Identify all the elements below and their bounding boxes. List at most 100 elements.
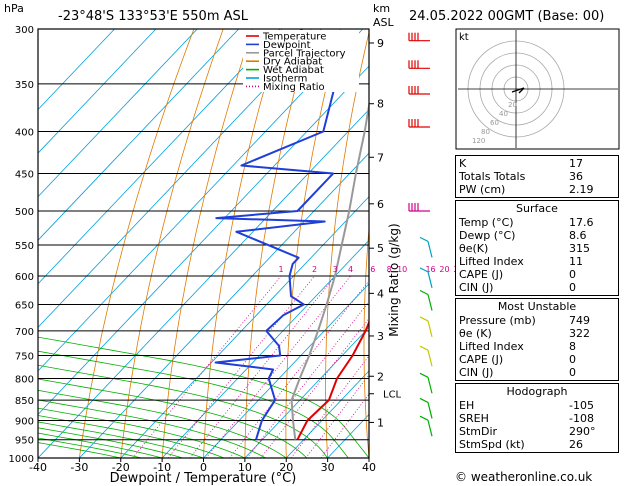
isotherm-line	[120, 196, 369, 458]
dry-adiabat-line	[161, 29, 253, 458]
hodograph-ring-label: 80	[481, 128, 490, 136]
x-tick-label: 20	[279, 461, 293, 474]
wet-adiabat-line	[38, 364, 328, 458]
most-unstable-row: Lifted Index 8	[459, 340, 615, 353]
wind-barb-flag	[419, 345, 429, 351]
surface-row: CIN (J) 0	[459, 281, 615, 294]
most-unstable-value: 0	[569, 366, 576, 379]
hodograph-unit: kt	[459, 32, 469, 43]
isotherm-line	[161, 239, 369, 458]
pressure-tick-label: 600	[15, 272, 34, 283]
hodograph-stat-label: StmDir	[459, 425, 498, 438]
wind-barb-flag	[419, 289, 429, 296]
pressure-tick-label: 900	[15, 416, 34, 427]
hodograph-ring-label: 120	[472, 137, 485, 145]
x-tick-label: 0	[200, 461, 207, 474]
asl-label: ASL	[373, 16, 395, 29]
mixing-ratio-label: 6	[370, 265, 375, 274]
legend-label: Isotherm	[263, 74, 307, 85]
legend-label: Dewpoint	[263, 40, 311, 51]
legend-label: Wet Adiabat	[263, 65, 324, 76]
index-row: PW (cm) 2.19	[459, 183, 615, 196]
mixing-ratio-label: 1	[278, 265, 283, 274]
wet-adiabat-line	[38, 350, 349, 458]
pressure-tick-label: 700	[15, 327, 34, 338]
km-tick-label: 1	[377, 416, 384, 429]
mixing-ratio-label: 2	[312, 265, 317, 274]
profiles	[214, 29, 369, 441]
credit-text: © weatheronline.co.uk	[455, 470, 593, 484]
index-label: PW (cm)	[459, 183, 506, 196]
legend-label: Parcel Trajectory	[263, 48, 346, 59]
surface-label: CAPE (J)	[459, 268, 504, 281]
mixing-ratio-line	[320, 393, 369, 458]
pressure-tick-label: 750	[15, 351, 34, 362]
surface-row: Temp (°C) 17.6	[459, 216, 615, 229]
km-tick-label: 6	[377, 198, 384, 211]
most-unstable-row: CAPE (J) 0	[459, 353, 615, 366]
hodograph-box: Hodograph EH -105 SREH -108 StmDir 290° StmSpd…	[455, 383, 619, 453]
hodograph-ring-label: 40	[499, 110, 508, 118]
surface-value: 315	[569, 242, 590, 255]
legend-label: Temperature	[262, 32, 326, 43]
isotherm-line	[38, 29, 115, 111]
index-row: K 17	[459, 157, 615, 170]
legend-background	[243, 30, 359, 92]
km-tick-label: 2	[377, 370, 384, 383]
most-unstable-label: CIN (J)	[459, 366, 494, 379]
dry-adiabat-line	[203, 29, 283, 458]
location-title: -23°48'S 133°53'E 550m ASL	[58, 9, 249, 24]
x-tick-label: 40	[362, 461, 376, 474]
surface-label: Lifted Index	[459, 255, 524, 268]
km-tick-label: 5	[377, 242, 384, 255]
surface-row: CAPE (J) 0	[459, 268, 615, 281]
pressure-tick-label: 950	[15, 436, 34, 447]
hodograph-title: Hodograph	[506, 385, 568, 398]
most-unstable-value: 8	[569, 340, 576, 353]
hodograph-stat-label: SREH	[459, 412, 489, 425]
surface-label: Temp (°C)	[459, 216, 514, 229]
most-unstable-value: 749	[569, 314, 590, 327]
most-unstable-title: Most Unstable	[497, 300, 577, 313]
wind-barb-staff	[427, 350, 433, 367]
hodograph-stat-value: -105	[569, 399, 594, 412]
isotherm-line	[79, 152, 369, 458]
pressure-tick-label: 350	[15, 80, 34, 91]
wind-barb-flag	[419, 267, 429, 273]
plot-frame	[37, 28, 370, 459]
surface-title: Surface	[516, 202, 558, 215]
surface-label: Dewp (°C)	[459, 229, 516, 242]
mixing-ratio-line	[229, 280, 369, 458]
isotherm-line	[38, 29, 281, 285]
most-unstable-value: 0	[569, 353, 576, 366]
surface-value: 0	[569, 268, 576, 281]
wet-adiabat-line	[38, 389, 287, 458]
x-tick-label: -40	[29, 461, 47, 474]
legend-label: Dry Adiabat	[263, 57, 322, 68]
datetime-title: 24.05.2022 00GMT (Base: 00)	[409, 9, 604, 24]
hodograph-ring-label: 60	[490, 119, 499, 127]
most-unstable-row: CIN (J) 0	[459, 366, 615, 379]
hodograph-stat-value: 290°	[569, 425, 596, 438]
km-tick-label: 4	[377, 287, 384, 300]
x-tick-label: -10	[153, 461, 171, 474]
wet-adiabat-line	[38, 407, 246, 458]
isobars	[38, 28, 369, 459]
surface-box: Surface Temp (°C) 17.6 Dewp (°C) 8.6 θe(K) 31…	[455, 200, 619, 296]
surface-value: 8.6	[569, 229, 587, 242]
temperature-line	[296, 319, 369, 441]
most-unstable-label: Lifted Index	[459, 340, 524, 353]
most-unstable-row: θe (K) 322	[459, 327, 615, 340]
wind-barb-flag	[419, 372, 429, 378]
index-label: K	[459, 157, 467, 170]
pressure-tick-label: 450	[15, 169, 34, 180]
x-tick-label: -20	[112, 461, 130, 474]
wind-barb-staff	[427, 241, 433, 258]
wind-barb-flag	[419, 316, 429, 322]
most-unstable-label: CAPE (J)	[459, 353, 504, 366]
hodograph-stat-row: StmSpd (kt) 26	[459, 438, 615, 451]
pressure-tick-label: 800	[15, 374, 34, 385]
isotherm-line	[285, 370, 369, 458]
